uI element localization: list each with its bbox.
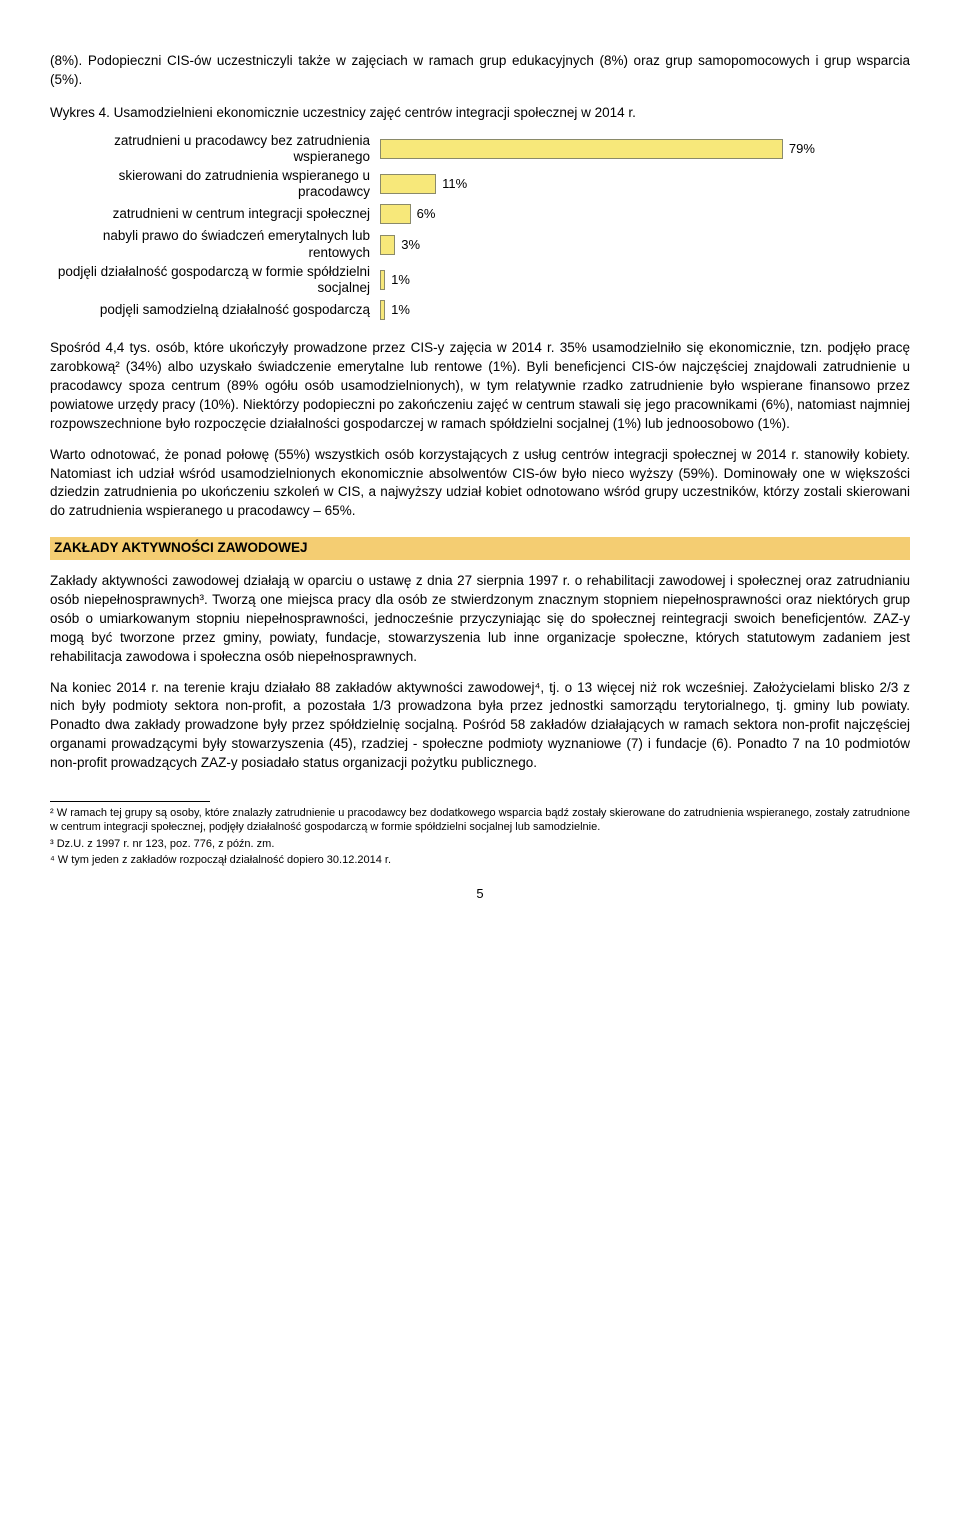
chart-value: 3%: [401, 236, 420, 254]
footnote-separator: [50, 801, 210, 802]
chart-row-label: nabyli prawo do świadczeń emerytalnych l…: [50, 228, 380, 260]
paragraph-4: Zakłady aktywności zawodowej działają w …: [50, 572, 910, 666]
chart-row-label: skierowani do zatrudnienia wspieranego u…: [50, 168, 380, 200]
chart-value: 1%: [391, 271, 410, 289]
chart-row: zatrudnieni u pracodawcy bez zatrudnieni…: [50, 133, 910, 165]
chart-bar: [380, 204, 411, 224]
chart-bar: [380, 235, 395, 255]
chart-bar-area: 1%: [380, 299, 890, 321]
chart-bar: [380, 300, 385, 320]
chart-value: 1%: [391, 301, 410, 319]
paragraph-2: Spośród 4,4 tys. osób, które ukończyły p…: [50, 339, 910, 433]
paragraph-5: Na koniec 2014 r. na terenie kraju dział…: [50, 679, 910, 773]
section-header-zaz: ZAKŁADY AKTYWNOŚCI ZAWODOWEJ: [50, 537, 910, 560]
chart-row: skierowani do zatrudnienia wspieranego u…: [50, 168, 910, 200]
footnotes: ² W ramach tej grupy są osoby, które zna…: [50, 806, 910, 867]
chart-value: 11%: [442, 175, 467, 193]
chart-bar: [380, 270, 385, 290]
chart-value: 6%: [417, 205, 436, 223]
chart-bar-area: 3%: [380, 234, 890, 256]
chart-bar-area: 6%: [380, 203, 890, 225]
chart-bar: [380, 174, 436, 194]
footnote: ⁴ W tym jeden z zakładów rozpoczął dział…: [50, 853, 910, 867]
paragraph-intro: (8%). Podopieczni CIS-ów uczestniczyli t…: [50, 52, 910, 90]
chart-bar-area: 1%: [380, 269, 890, 291]
footnote: ² W ramach tej grupy są osoby, które zna…: [50, 806, 910, 835]
chart-row-label: zatrudnieni w centrum integracji społecz…: [50, 206, 380, 222]
chart-row: nabyli prawo do świadczeń emerytalnych l…: [50, 228, 910, 260]
bar-chart: zatrudnieni u pracodawcy bez zatrudnieni…: [50, 133, 910, 322]
chart-row: zatrudnieni w centrum integracji społecz…: [50, 203, 910, 225]
chart-bar: [380, 139, 783, 159]
chart-title: Wykres 4. Usamodzielnieni ekonomicznie u…: [50, 104, 910, 123]
chart-value: 79%: [789, 140, 815, 158]
chart-row-label: zatrudnieni u pracodawcy bez zatrudnieni…: [50, 133, 380, 165]
chart-row: podjęli samodzielną działalność gospodar…: [50, 299, 910, 321]
chart-bar-area: 11%: [380, 173, 890, 195]
chart-bar-area: 79%: [380, 138, 890, 160]
chart-row: podjęli działalność gospodarczą w formie…: [50, 264, 910, 296]
paragraph-3: Warto odnotować, że ponad połowę (55%) w…: [50, 446, 910, 522]
page-number: 5: [50, 885, 910, 903]
footnote: ³ Dz.U. z 1997 r. nr 123, poz. 776, z pó…: [50, 837, 910, 851]
chart-row-label: podjęli samodzielną działalność gospodar…: [50, 302, 380, 318]
chart-row-label: podjęli działalność gospodarczą w formie…: [50, 264, 380, 296]
